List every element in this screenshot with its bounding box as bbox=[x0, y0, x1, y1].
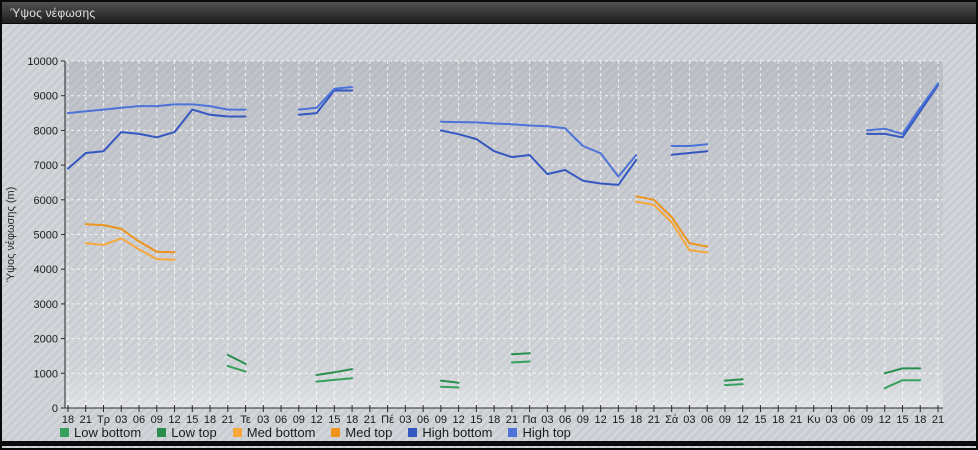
svg-text:09: 09 bbox=[293, 414, 305, 426]
series-line-low-top bbox=[226, 352, 922, 384]
svg-text:18: 18 bbox=[346, 414, 358, 426]
svg-text:03: 03 bbox=[399, 414, 411, 426]
series-line-high-bottom bbox=[67, 84, 939, 186]
svg-text:09: 09 bbox=[151, 414, 163, 426]
svg-text:09: 09 bbox=[861, 414, 873, 426]
svg-text:21: 21 bbox=[222, 414, 234, 426]
svg-text:03: 03 bbox=[257, 414, 269, 426]
legend-swatch-low-top bbox=[157, 428, 167, 437]
series-line-low-bottom bbox=[226, 360, 922, 390]
series-line-high-top bbox=[67, 82, 939, 178]
y-axis-tick-labels: 0 1000 2000 3000 4000 5000 6000 7000 8000 9000 100… bbox=[27, 56, 58, 415]
legend-swatch-high-bottom bbox=[408, 428, 418, 437]
svg-text:09: 09 bbox=[435, 414, 447, 426]
svg-text:03: 03 bbox=[683, 414, 695, 426]
svg-text:15: 15 bbox=[186, 414, 198, 426]
series-line-med-bottom bbox=[84, 200, 709, 261]
svg-text:7000: 7000 bbox=[34, 160, 58, 172]
svg-text:Πέ: Πέ bbox=[381, 414, 394, 426]
legend-swatch-med-bottom bbox=[232, 428, 242, 437]
svg-text:09: 09 bbox=[577, 414, 589, 426]
legend-item-high-top: High top bbox=[508, 425, 571, 440]
svg-text:12: 12 bbox=[168, 414, 180, 426]
y-axis-title: Ύψος νέφωσης (m) bbox=[5, 187, 17, 283]
svg-text:8000: 8000 bbox=[34, 125, 58, 137]
cloud-height-chart: 0 1000 2000 3000 4000 5000 6000 7000 8000 9000 100… bbox=[5, 56, 944, 426]
gridlines bbox=[65, 60, 943, 408]
window-titlebar[interactable]: Ύψος νέφωσης bbox=[2, 2, 976, 24]
svg-text:Κυ: Κυ bbox=[807, 414, 820, 426]
svg-text:4000: 4000 bbox=[34, 264, 58, 276]
svg-text:06: 06 bbox=[701, 414, 713, 426]
svg-text:18: 18 bbox=[488, 414, 500, 426]
svg-text:21: 21 bbox=[506, 414, 518, 426]
svg-text:3000: 3000 bbox=[34, 299, 58, 311]
svg-text:03: 03 bbox=[825, 414, 837, 426]
svg-text:03: 03 bbox=[541, 414, 553, 426]
svg-text:2000: 2000 bbox=[34, 334, 58, 346]
window-bottom-border bbox=[2, 441, 976, 446]
svg-text:9000: 9000 bbox=[34, 91, 58, 103]
chart-area: 0 1000 2000 3000 4000 5000 6000 7000 8000 9000 100… bbox=[2, 24, 976, 441]
legend-label-med-top: Med top bbox=[345, 425, 393, 440]
svg-text:1000: 1000 bbox=[34, 368, 58, 380]
legend-swatch-low-bottom bbox=[60, 428, 69, 437]
svg-text:12: 12 bbox=[452, 414, 464, 426]
x-axis-tick-labels: 18 21 Τρ 03 06 09 12 15 18 21 Τε 03 06 09 12 15 18 21 Πέ 03… bbox=[62, 414, 944, 426]
svg-text:21: 21 bbox=[648, 414, 660, 426]
legend-label-high-top: High top bbox=[522, 425, 571, 440]
svg-text:21: 21 bbox=[364, 414, 376, 426]
svg-text:21: 21 bbox=[932, 414, 944, 426]
svg-text:21: 21 bbox=[790, 414, 802, 426]
window-title: Ύψος νέφωσης bbox=[10, 6, 96, 20]
svg-text:06: 06 bbox=[843, 414, 855, 426]
svg-text:06: 06 bbox=[559, 414, 571, 426]
svg-text:5000: 5000 bbox=[34, 230, 58, 242]
svg-text:Τρ: Τρ bbox=[97, 414, 110, 426]
chart-legend: Low bottom Low top Med bottom Med top High b… bbox=[60, 425, 571, 440]
svg-text:09: 09 bbox=[719, 414, 731, 426]
svg-text:06: 06 bbox=[133, 414, 145, 426]
svg-text:18: 18 bbox=[62, 414, 74, 426]
legend-label-low-top: Low top bbox=[171, 425, 217, 440]
svg-text:12: 12 bbox=[879, 414, 891, 426]
legend-swatch-high-top bbox=[508, 428, 518, 437]
legend-label-low-bottom: Low bottom bbox=[74, 425, 142, 440]
legend-label-med-bottom: Med bottom bbox=[246, 425, 316, 440]
svg-text:21: 21 bbox=[80, 414, 92, 426]
legend-swatch-med-top bbox=[331, 428, 341, 437]
svg-text:6000: 6000 bbox=[34, 195, 58, 207]
svg-text:15: 15 bbox=[896, 414, 908, 426]
svg-text:18: 18 bbox=[204, 414, 216, 426]
svg-text:10000: 10000 bbox=[27, 56, 58, 68]
svg-text:18: 18 bbox=[630, 414, 642, 426]
svg-text:15: 15 bbox=[754, 414, 766, 426]
svg-text:12: 12 bbox=[595, 414, 607, 426]
svg-text:Σά: Σά bbox=[665, 414, 679, 426]
legend-item-med-top: Med top bbox=[331, 425, 392, 440]
svg-text:0: 0 bbox=[52, 403, 58, 415]
svg-text:15: 15 bbox=[328, 414, 340, 426]
legend-item-high-bottom: High bottom bbox=[408, 425, 492, 440]
series-line-med-top bbox=[84, 195, 709, 254]
svg-text:15: 15 bbox=[612, 414, 624, 426]
svg-text:18: 18 bbox=[772, 414, 784, 426]
svg-text:06: 06 bbox=[275, 414, 287, 426]
svg-text:03: 03 bbox=[115, 414, 127, 426]
svg-text:06: 06 bbox=[417, 414, 429, 426]
svg-text:12: 12 bbox=[310, 414, 322, 426]
svg-text:15: 15 bbox=[470, 414, 482, 426]
legend-item-med-bottom: Med bottom bbox=[232, 425, 316, 440]
svg-text:Πα: Πα bbox=[522, 414, 537, 426]
legend-item-low-bottom: Low bottom bbox=[60, 425, 141, 440]
axes bbox=[61, 60, 943, 412]
svg-text:18: 18 bbox=[914, 414, 926, 426]
svg-text:Τε: Τε bbox=[240, 414, 251, 426]
svg-text:12: 12 bbox=[737, 414, 749, 426]
legend-item-low-top: Low top bbox=[157, 425, 217, 440]
legend-label-high-bottom: High bottom bbox=[422, 425, 493, 440]
